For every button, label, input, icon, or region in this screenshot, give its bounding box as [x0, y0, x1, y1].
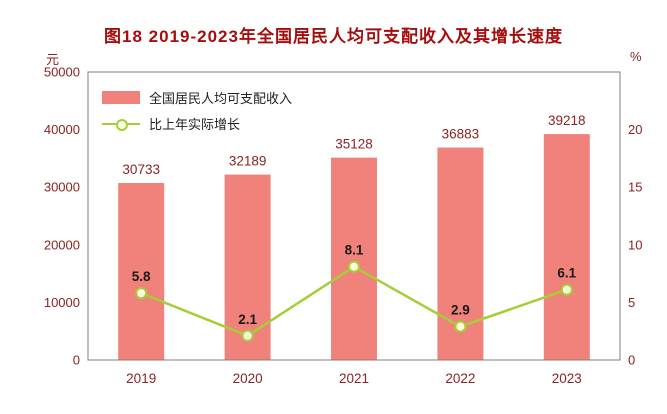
chart-legend: 全国居民人均可支配收入 比上年实际增长 — [102, 88, 292, 133]
legend-line-marker — [116, 118, 128, 131]
growth-value-label-2022: 2.9 — [451, 303, 470, 318]
growth-value-label-2019: 5.8 — [132, 269, 151, 284]
x-tick-label-2019: 2019 — [126, 371, 156, 386]
x-tick-label-2023: 2023 — [552, 371, 582, 386]
bar-value-label-2023: 39218 — [548, 113, 586, 128]
growth-marker-2023 — [560, 283, 573, 296]
left-tick-label: 30000 — [44, 180, 80, 195]
growth-marker-2021 — [348, 260, 360, 273]
chart-title: 图18 2019-2023年全国居民人均可支配收入及其增长速度 — [104, 27, 563, 46]
bar-2021 — [331, 157, 377, 360]
right-tick-label: 10 — [628, 237, 642, 252]
legend-label-income: 全国居民人均可支配收入 — [149, 91, 293, 106]
x-tick-label-2020: 2020 — [233, 371, 263, 386]
bar-value-label-2021: 35128 — [335, 137, 373, 152]
growth-value-label-2023: 6.1 — [557, 266, 576, 281]
growth-value-label-2021: 8.1 — [345, 243, 364, 258]
bar-value-label-2019: 30733 — [122, 162, 160, 177]
growth-marker-2019 — [135, 287, 148, 300]
bar-value-label-2020: 32189 — [229, 154, 267, 169]
legend-line-swatch-icon — [102, 117, 140, 131]
legend-item-growth: 比上年实际增长 — [102, 114, 292, 133]
left-tick-label: 0 — [73, 353, 80, 368]
legend-label-growth: 比上年实际增长 — [149, 117, 241, 132]
growth-value-label-2020: 2.1 — [238, 312, 257, 327]
right-axis-unit-label: % — [630, 49, 642, 64]
left-tick-label: 40000 — [44, 122, 80, 137]
x-tick-label-2021: 2021 — [339, 371, 369, 386]
legend-bar-swatch-icon — [102, 91, 140, 104]
bar-2019 — [118, 182, 165, 360]
legend-item-income: 全国居民人均可支配收入 — [102, 88, 292, 107]
left-tick-label: 10000 — [44, 295, 80, 310]
right-tick-label: 0 — [628, 353, 635, 368]
bar-value-label-2022: 36883 — [442, 127, 480, 142]
bar-2023 — [543, 134, 590, 360]
right-tick-label: 15 — [628, 180, 642, 195]
right-tick-label: 5 — [628, 295, 635, 310]
plot-border — [87, 71, 621, 361]
right-tick-label: 20 — [628, 122, 642, 137]
growth-marker-2022 — [454, 320, 467, 333]
left-tick-label: 50000 — [44, 65, 80, 80]
left-axis-unit-label: 元 — [46, 52, 60, 67]
growth-marker-2020 — [241, 329, 254, 342]
left-tick-label: 20000 — [44, 237, 80, 252]
x-tick-label-2022: 2022 — [445, 371, 475, 386]
